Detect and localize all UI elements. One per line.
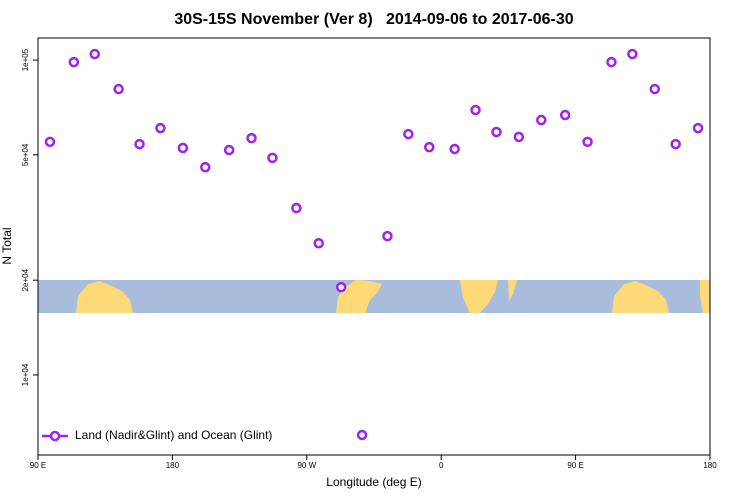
- data-point: [177, 142, 189, 154]
- data-point: [403, 128, 414, 140]
- data-point: [536, 114, 547, 126]
- data-point: [356, 429, 368, 441]
- y-tick-label: 1e+05: [21, 48, 30, 71]
- x-tick-label: 90 E: [567, 461, 583, 470]
- data-point: [491, 126, 502, 138]
- y-tick-label: 1e+04: [21, 363, 30, 386]
- data-point: [382, 230, 393, 242]
- x-tick-label: 90 W: [297, 461, 316, 470]
- data-point: [291, 202, 302, 214]
- data-point: [606, 56, 617, 68]
- data-point: [627, 48, 638, 60]
- data-point: [424, 141, 435, 153]
- x-tick-label: 90 E: [30, 461, 46, 470]
- y-tick-label: 2e+04: [21, 268, 30, 291]
- y-tick-label: 5e+04: [21, 143, 30, 166]
- data-point: [582, 136, 593, 148]
- x-axis-label: Longitude (deg E): [326, 475, 421, 489]
- x-tick-label: 0: [439, 461, 444, 470]
- data-point: [649, 83, 660, 95]
- data-point: [267, 152, 278, 164]
- y-axis-label: N Total: [0, 227, 14, 264]
- data-point: [246, 132, 257, 144]
- data-point: [470, 104, 481, 116]
- data-point: [113, 83, 124, 95]
- chart-title: 30S-15S November (Ver 8) 2014-09-06 to 2…: [174, 11, 573, 28]
- data-point: [68, 56, 80, 68]
- data-point: [155, 122, 166, 134]
- x-tick-label: 180: [166, 461, 180, 470]
- data-point: [134, 138, 145, 150]
- data-point: [89, 48, 100, 60]
- data-point: [44, 136, 56, 148]
- legend-label: Land (Nadir&Glint) and Ocean (Glint): [75, 428, 272, 442]
- data-point: [200, 161, 211, 173]
- data-point: [513, 131, 525, 143]
- x-tick-label: 180: [703, 461, 717, 470]
- data-point: [692, 122, 704, 134]
- map-background: [38, 280, 710, 313]
- data-point: [335, 281, 347, 293]
- data-point: [313, 237, 324, 249]
- data-point: [223, 144, 235, 156]
- legend-marker: [49, 430, 61, 442]
- data-point: [559, 109, 571, 121]
- data-point: [670, 138, 681, 150]
- data-point: [449, 143, 460, 155]
- plot-frame: [37, 37, 711, 456]
